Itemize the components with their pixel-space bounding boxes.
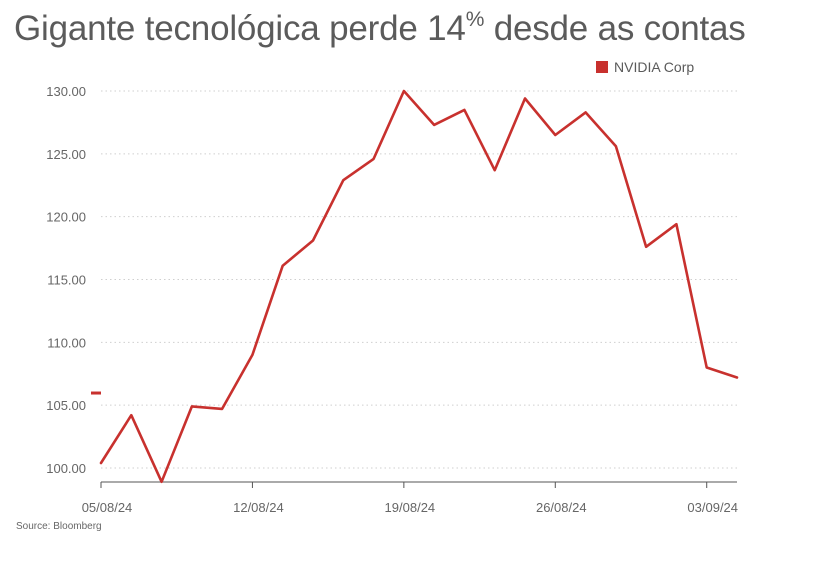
x-tick-label: 19/08/24 <box>385 500 436 515</box>
series-line-nvidia <box>99 89 739 484</box>
source-note: Source: Bloomberg <box>16 521 102 532</box>
x-tick-label: 05/08/24 <box>82 500 133 515</box>
y-tick-label: 130.00 <box>46 84 86 99</box>
legend-label: NVIDIA Corp <box>614 59 695 75</box>
y-tick-label: 110.00 <box>47 335 86 350</box>
y-tick-label: 115.00 <box>47 273 86 288</box>
chart-title: Gigante tecnológica perde 14% desde as c… <box>14 8 746 48</box>
y-tick-label: 100.00 <box>46 461 86 476</box>
y-tick-label: 105.00 <box>46 398 86 413</box>
x-tick-label: 03/09/24 <box>687 500 738 515</box>
legend-swatch <box>596 61 608 73</box>
legend: NVIDIA Corp <box>596 59 694 75</box>
y-tick-label: 120.00 <box>46 210 86 225</box>
y-tick-label: 125.00 <box>46 147 86 162</box>
x-tick-label: 26/08/24 <box>536 500 587 515</box>
x-tick-label: 12/08/24 <box>233 500 284 515</box>
